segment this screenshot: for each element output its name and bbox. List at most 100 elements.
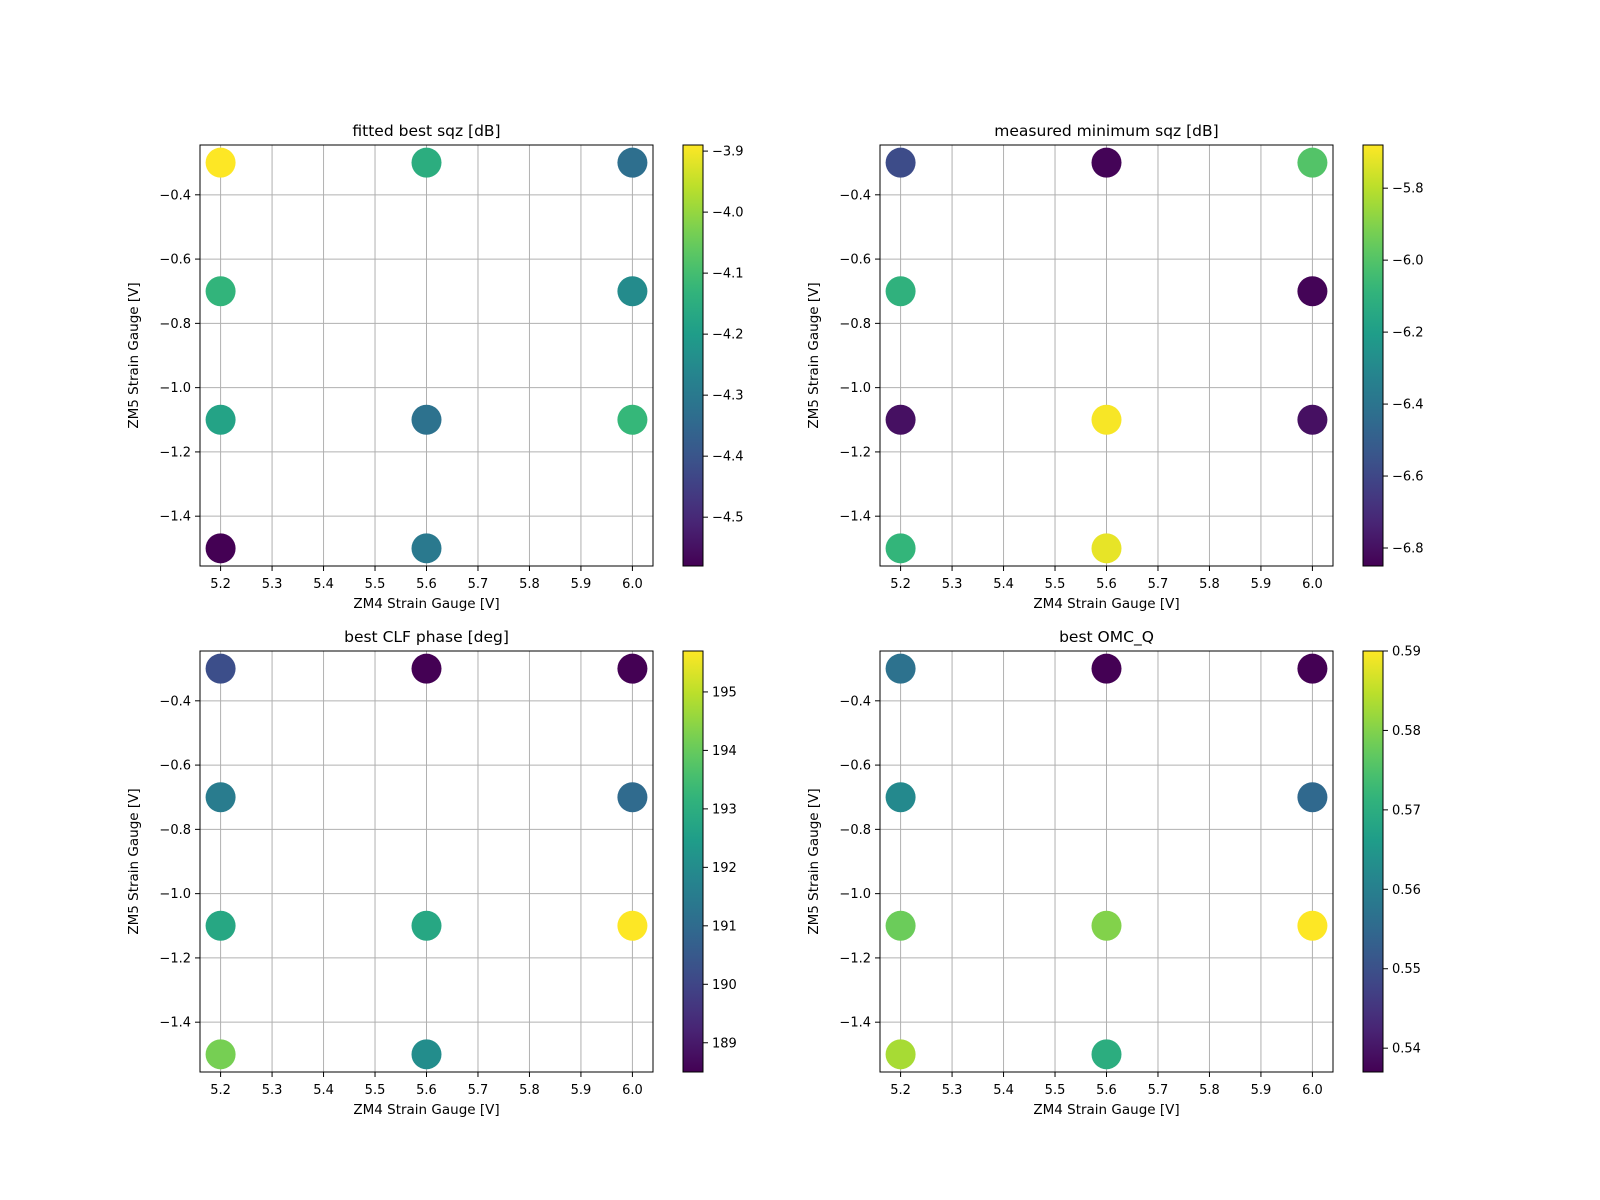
data-point xyxy=(1297,910,1328,941)
y-tick-label: −1.0 xyxy=(839,887,871,902)
data-point xyxy=(885,782,916,813)
axes-frame xyxy=(199,144,654,567)
data-point xyxy=(885,653,916,684)
x-tick-label: 5.9 xyxy=(571,577,592,592)
y-tick-label: −0.8 xyxy=(159,823,191,838)
data-point xyxy=(885,404,916,435)
panel-title: best OMC_Q xyxy=(1059,628,1154,647)
y-tick-label: −0.4 xyxy=(839,188,871,203)
colorbar-tick-label: 0.58 xyxy=(1392,724,1421,739)
colorbar-tick-label: −5.8 xyxy=(1392,182,1424,197)
x-tick-label: 5.5 xyxy=(365,577,386,592)
x-tick-label: 5.5 xyxy=(1045,1083,1066,1098)
colorbar-tick-label: −6.2 xyxy=(1392,326,1424,341)
colorbar-tick-label: 189 xyxy=(712,1036,737,1051)
axes-frame xyxy=(199,650,654,1073)
y-tick-label: −1.4 xyxy=(839,1016,871,1031)
y-tick-label: −1.0 xyxy=(159,887,191,902)
y-axis-label: ZM5 Strain Gauge [V] xyxy=(126,788,142,934)
y-tick-label: −0.8 xyxy=(159,317,191,332)
x-tick-label: 6.0 xyxy=(622,577,643,592)
data-point xyxy=(411,147,442,178)
x-tick-label: 5.4 xyxy=(313,577,334,592)
y-tick-label: −1.0 xyxy=(839,381,871,396)
x-tick-label: 5.8 xyxy=(1199,1083,1220,1098)
x-tick-label: 5.8 xyxy=(1199,577,1220,592)
data-point xyxy=(205,147,236,178)
x-axis-label: ZM4 Strain Gauge [V] xyxy=(1033,596,1179,612)
data-point xyxy=(885,533,916,564)
y-tick-label: −1.2 xyxy=(839,445,871,460)
colorbar-tick-label: 190 xyxy=(712,978,737,993)
colorbar-tick-label: 191 xyxy=(712,919,737,934)
colorbar xyxy=(682,144,704,567)
colorbar xyxy=(1362,650,1384,1073)
data-point xyxy=(885,910,916,941)
data-point xyxy=(1297,782,1328,813)
colorbar-tick-label: 0.55 xyxy=(1392,962,1421,977)
colorbar-tick-label: −4.5 xyxy=(712,511,744,526)
colorbar-tick-label: 0.59 xyxy=(1392,645,1421,660)
x-tick-label: 5.5 xyxy=(1045,577,1066,592)
panel-1: 5.2 5.3 5.4 5.5 5.6 5.7 5.8 5.9 6.0 −0.4 −0.6 −0.8 −… xyxy=(126,122,744,612)
data-point xyxy=(617,147,648,178)
x-tick-label: 6.0 xyxy=(622,1083,643,1098)
x-tick-label: 5.6 xyxy=(1096,1083,1117,1098)
colorbar-tick-label: 0.56 xyxy=(1392,883,1421,898)
x-tick-label: 6.0 xyxy=(1302,577,1323,592)
y-tick-label: −1.2 xyxy=(159,445,191,460)
x-tick-label: 5.3 xyxy=(942,1083,963,1098)
data-point xyxy=(1297,147,1328,178)
x-tick-label: 5.2 xyxy=(210,1083,231,1098)
y-tick-label: −0.6 xyxy=(159,759,191,774)
data-point xyxy=(885,1039,916,1070)
data-point xyxy=(205,404,236,435)
data-point xyxy=(885,276,916,307)
data-point xyxy=(411,404,442,435)
x-tick-label: 6.0 xyxy=(1302,1083,1323,1098)
data-point xyxy=(1091,404,1122,435)
x-axis-label: ZM4 Strain Gauge [V] xyxy=(1033,1102,1179,1118)
panel-4: 5.2 5.3 5.4 5.5 5.6 5.7 5.8 5.9 6.0 −0.4 −0.6 −0.8 −… xyxy=(806,628,1421,1118)
x-tick-label: 5.7 xyxy=(468,1083,489,1098)
x-tick-label: 5.4 xyxy=(993,1083,1014,1098)
y-tick-label: −0.8 xyxy=(839,317,871,332)
y-tick-label: −1.2 xyxy=(159,951,191,966)
data-point xyxy=(1091,533,1122,564)
data-point xyxy=(411,910,442,941)
colorbar-tick-label: −3.9 xyxy=(712,145,744,160)
data-point xyxy=(1297,404,1328,435)
colorbar-tick-label: −6.4 xyxy=(1392,398,1424,413)
y-tick-label: −0.8 xyxy=(839,823,871,838)
colorbar-tick-label: −6.0 xyxy=(1392,254,1424,269)
y-tick-label: −0.6 xyxy=(839,759,871,774)
x-tick-label: 5.9 xyxy=(1251,1083,1272,1098)
y-axis-label: ZM5 Strain Gauge [V] xyxy=(806,282,822,428)
y-tick-label: −0.4 xyxy=(159,694,191,709)
x-tick-label: 5.6 xyxy=(1096,577,1117,592)
colorbar-tick-label: 192 xyxy=(712,861,737,876)
colorbar-tick-label: 0.57 xyxy=(1392,803,1421,818)
colorbar xyxy=(682,650,704,1073)
x-tick-label: 5.4 xyxy=(313,1083,334,1098)
data-point xyxy=(1297,276,1328,307)
panel-3: 5.2 5.3 5.4 5.5 5.6 5.7 5.8 5.9 6.0 −0.4 −0.6 −0.8 −… xyxy=(126,628,737,1118)
data-point xyxy=(411,533,442,564)
data-point xyxy=(617,910,648,941)
data-point xyxy=(411,653,442,684)
data-point xyxy=(617,404,648,435)
data-point xyxy=(1091,653,1122,684)
colorbar-tick-label: 194 xyxy=(712,744,737,759)
y-tick-label: −0.4 xyxy=(159,188,191,203)
data-point xyxy=(1091,910,1122,941)
colorbar-tick-label: −6.6 xyxy=(1392,470,1424,485)
data-point xyxy=(617,653,648,684)
data-point xyxy=(1091,1039,1122,1070)
y-tick-label: −1.0 xyxy=(159,381,191,396)
y-axis-label: ZM5 Strain Gauge [V] xyxy=(806,788,822,934)
x-tick-label: 5.8 xyxy=(519,1083,540,1098)
panel-title: measured minimum sqz [dB] xyxy=(994,122,1218,140)
data-point xyxy=(205,782,236,813)
x-axis-label: ZM4 Strain Gauge [V] xyxy=(353,596,499,612)
